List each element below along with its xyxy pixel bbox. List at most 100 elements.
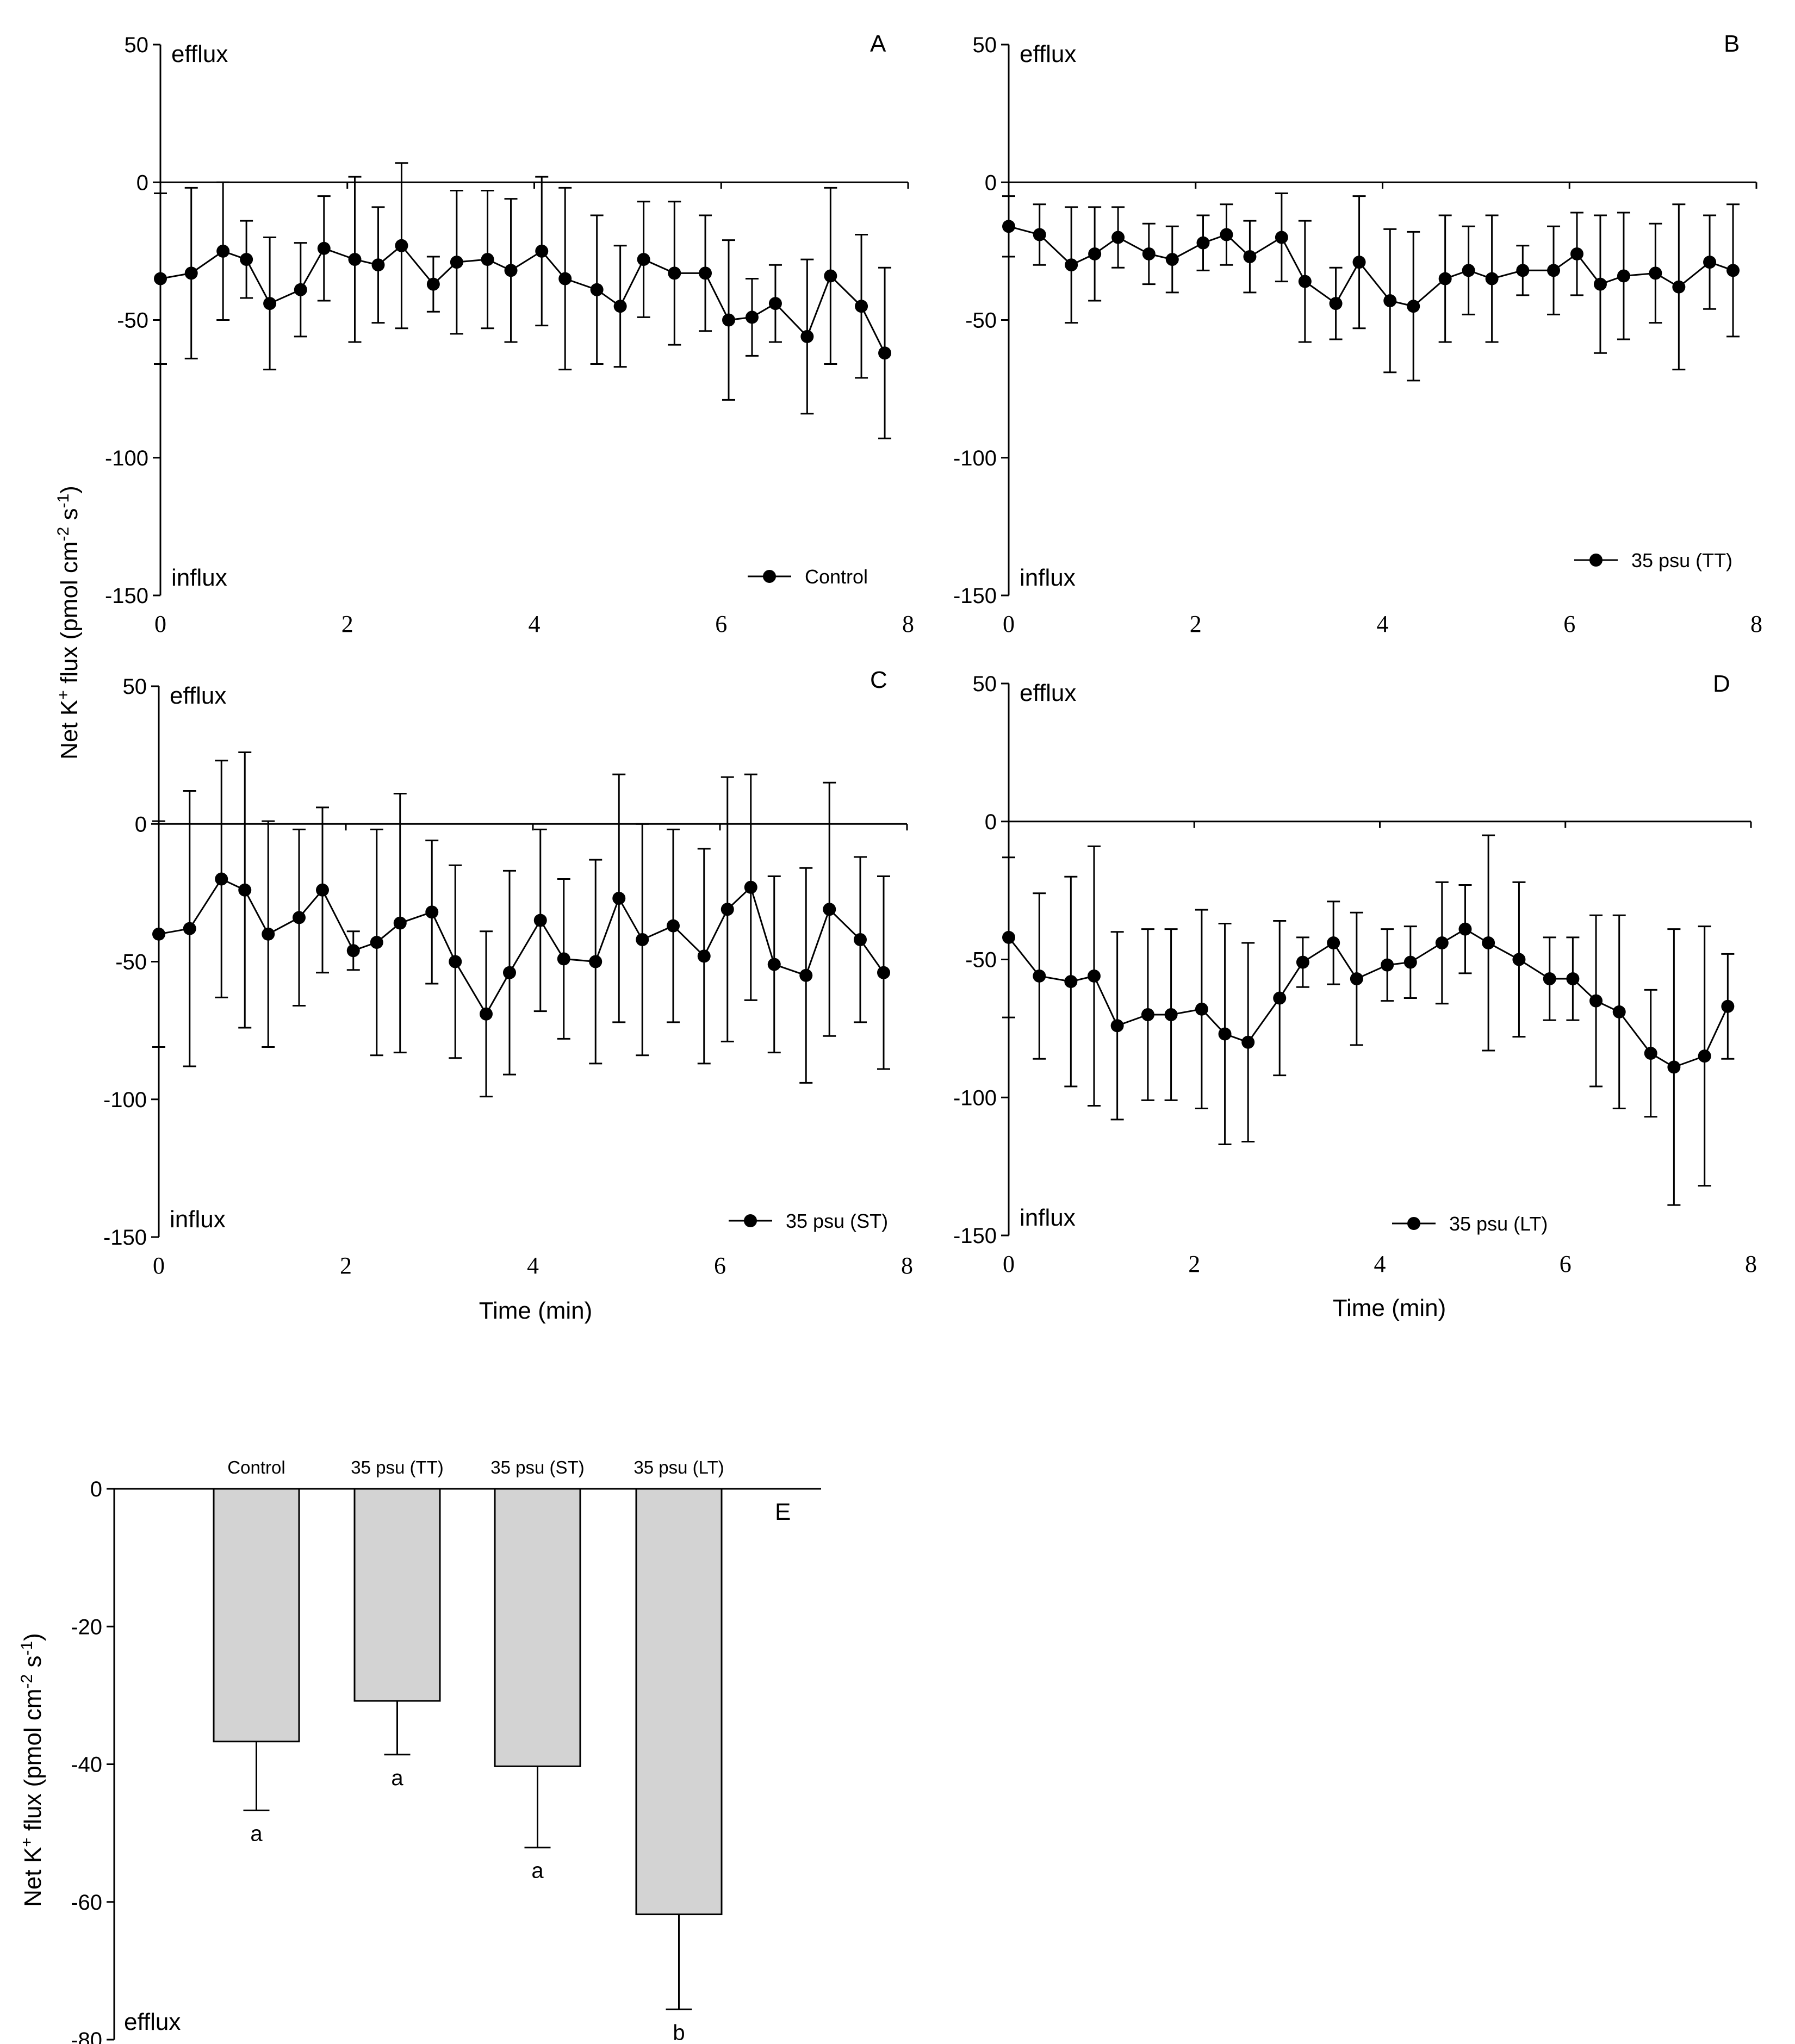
data-point-c [877, 966, 890, 979]
data-point-c [533, 914, 547, 927]
x-tick-label-a: 2 [341, 611, 353, 637]
x-tick-label-c: 4 [527, 1252, 539, 1279]
efflux-note-b: efflux [1020, 41, 1076, 67]
y-tick-label-c: 0 [135, 812, 147, 836]
legend-marker-d [1407, 1217, 1420, 1230]
data-point-d [1195, 1002, 1208, 1016]
y-tick-label-d: 50 [973, 672, 997, 696]
x-tick-label-c: 6 [714, 1252, 726, 1279]
y-tick-label-e: -40 [71, 1753, 102, 1777]
y-tick-label-c: -50 [115, 950, 147, 974]
data-point-b [1649, 266, 1662, 280]
data-point-d [1698, 1049, 1711, 1063]
x-tick-label-d: 8 [1745, 1251, 1757, 1277]
data-point-d [1435, 936, 1449, 950]
data-point-d [1458, 922, 1472, 936]
data-point-d [1612, 1005, 1626, 1018]
data-point-b [1516, 264, 1530, 277]
category-label: 35 psu (TT) [351, 1457, 444, 1477]
y-tick-label-b: 0 [985, 171, 997, 195]
data-point-d [1110, 1019, 1124, 1033]
bar [353, 1488, 441, 1702]
data-point-b [1703, 256, 1717, 269]
y-tick-label-c: 50 [123, 675, 147, 699]
data-point-c [183, 922, 196, 935]
data-point-c [854, 933, 867, 946]
x-tick-label-b: 0 [1003, 611, 1015, 637]
data-point-b [1275, 231, 1288, 244]
data-point-c [823, 903, 836, 916]
y-tick-label-e: 0 [90, 1477, 102, 1501]
data-point-d [1403, 955, 1417, 969]
data-point-a [263, 297, 277, 310]
y-tick-label-d: -150 [953, 1224, 997, 1248]
data-point-b [1298, 275, 1312, 288]
data-point-c [316, 883, 329, 897]
data-point-c [346, 944, 360, 958]
data-point-b [1407, 300, 1420, 313]
influx-note-a: influx [171, 564, 227, 591]
y-tick-label-d: -100 [953, 1086, 997, 1110]
x-tick-label-a: 0 [154, 611, 166, 637]
x-tick-label-b: 2 [1190, 611, 1202, 637]
y-tick-label-a: -50 [117, 309, 148, 333]
data-point-c [744, 880, 757, 894]
data-point-c [215, 872, 228, 886]
y-tick-label-e: -60 [71, 1891, 102, 1915]
data-point-d [1273, 991, 1287, 1005]
data-point-b [1329, 297, 1343, 310]
data-point-d [1543, 972, 1556, 986]
data-point-a [481, 253, 494, 266]
x-tick-label-d: 0 [1003, 1251, 1015, 1277]
data-point-a [348, 253, 362, 266]
data-point-b [1593, 277, 1607, 291]
panel-label-d: D [1713, 670, 1730, 697]
data-point-a [184, 266, 198, 280]
x-tick-label-b: 6 [1563, 611, 1575, 637]
data-point-a [426, 277, 440, 291]
y-tick-label-a: -100 [105, 446, 148, 470]
data-point-d [1164, 1008, 1178, 1021]
data-point-c [697, 949, 711, 963]
data-point-d [1296, 955, 1309, 969]
data-point-a [613, 300, 627, 313]
data-point-c [262, 927, 275, 941]
data-point-b [1726, 264, 1740, 277]
data-point-b [1196, 236, 1210, 250]
data-point-a [768, 297, 782, 310]
data-point-c [636, 933, 649, 946]
legend-marker-c [744, 1214, 757, 1227]
data-point-a [668, 266, 681, 280]
data-point-c [293, 911, 306, 924]
influx-note-c: influx [170, 1206, 226, 1233]
data-point-b [1462, 264, 1475, 277]
bar [213, 1488, 300, 1743]
data-point-a [722, 313, 735, 327]
data-point-a [240, 253, 253, 266]
data-point-d [1141, 1008, 1154, 1021]
data-point-d [1241, 1035, 1255, 1049]
data-point-b [1065, 258, 1078, 272]
data-point-a [558, 272, 572, 285]
series-line-d [1008, 928, 1729, 1068]
data-point-c [393, 916, 407, 930]
x-axis-label-d: Time (min) [1333, 1295, 1446, 1321]
legend-label-c: 35 psu (ST) [786, 1210, 888, 1232]
data-point-d [1667, 1060, 1681, 1074]
data-point-b [1165, 253, 1179, 266]
data-point-a [294, 283, 307, 296]
data-point-b [1352, 256, 1366, 269]
data-point-a [535, 244, 549, 258]
y-tick-label-a: -150 [105, 584, 148, 608]
data-point-a [154, 272, 167, 285]
data-point-c [589, 955, 603, 968]
panel-label-c: C [870, 667, 887, 693]
data-point-b [1672, 280, 1686, 294]
bar [635, 1488, 723, 1916]
y-tick-label-a: 50 [125, 33, 149, 57]
efflux-note-c: efflux [170, 682, 226, 709]
x-tick-label-a: 8 [902, 611, 914, 637]
x-tick-label-d: 2 [1188, 1251, 1200, 1277]
data-point-b [1220, 228, 1233, 241]
